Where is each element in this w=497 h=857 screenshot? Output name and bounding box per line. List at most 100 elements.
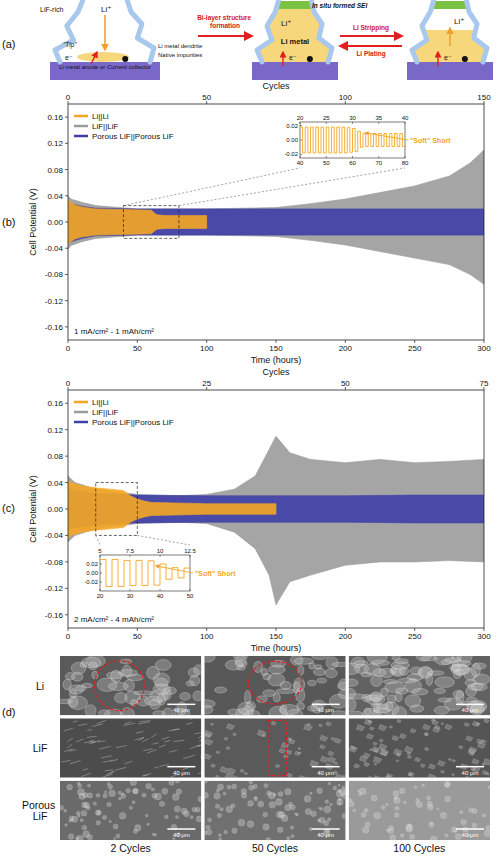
- sem-texture: [267, 791, 271, 795]
- sem-texture: [226, 724, 234, 730]
- sem-texture: [371, 675, 382, 686]
- sem-texture: [370, 749, 373, 751]
- sem-texture: [334, 738, 341, 743]
- legend-label: Porous LiF||Porous LiF: [92, 132, 174, 141]
- sem-texture: [368, 720, 372, 723]
- sem-texture: [232, 776, 241, 778]
- sem-texture: [64, 728, 73, 731]
- plot-frame: [68, 104, 484, 340]
- sem-texture: [386, 774, 393, 778]
- process-label: Bi-layer structure formation: [197, 14, 253, 29]
- chart: -0.16-0.12-0.08-0.040.000.040.080.120.16…: [28, 367, 491, 653]
- sem-texture: [183, 757, 190, 759]
- sem-texture: [304, 724, 313, 731]
- sem-texture: [361, 813, 366, 818]
- sem-texture: [111, 670, 122, 682]
- line: Li metal anode or Current collector: [59, 64, 151, 70]
- sem-texture: [235, 660, 247, 667]
- x-axis-title: Time (hours): [251, 355, 302, 365]
- sem-texture: [482, 763, 485, 765]
- sem-texture: [226, 773, 233, 778]
- highlight: [268, 720, 286, 775]
- sem-texture: [180, 693, 191, 701]
- inset-annotation: "Soft" Short: [410, 137, 451, 144]
- sem-texture: [87, 784, 90, 787]
- sem-texture: [382, 806, 386, 810]
- sem-texture: [102, 815, 106, 819]
- y-axis-title: Cell Potential (V): [28, 188, 38, 256]
- sem-texture: [103, 774, 112, 777]
- scale-bar: [167, 766, 195, 768]
- sem-texture: [339, 679, 346, 690]
- sem-texture: [391, 665, 405, 677]
- x-tick: [345, 628, 346, 631]
- sem-texture: [464, 722, 469, 726]
- sem-texture: [249, 785, 254, 790]
- legend-label: LiF||LiF: [92, 122, 118, 131]
- sem-texture: [379, 749, 388, 756]
- sem-texture: [80, 819, 83, 822]
- sem-background: [349, 656, 490, 715]
- sem-texture: [129, 806, 132, 809]
- sem-texture: [204, 830, 207, 835]
- ion-arrow: [104, 15, 106, 50]
- sem-image: [204, 781, 345, 840]
- legend-label: LiF||LiF: [92, 408, 118, 417]
- sem-texture: [218, 784, 224, 790]
- sem-texture: [69, 696, 88, 709]
- sem-texture: [135, 738, 144, 740]
- sem-texture: [89, 662, 98, 669]
- y-tick-label: -0.08: [45, 558, 64, 567]
- sem-texture: [275, 764, 280, 768]
- sem-texture: [152, 743, 158, 744]
- sem-texture: [130, 781, 137, 786]
- sem-texture: [434, 656, 453, 665]
- sem-texture: [472, 721, 479, 726]
- inset-x-tick-label: 30: [127, 593, 134, 599]
- plot-frame: [68, 390, 484, 628]
- inset-y-tick: [300, 154, 302, 155]
- inset-x-tick: [300, 156, 301, 158]
- sem-texture: [61, 760, 71, 762]
- inset-y-tick-label: -0.02: [84, 579, 98, 585]
- sem-texture: [224, 737, 228, 740]
- inset-y-tick: [300, 125, 302, 126]
- sem-texture: [472, 759, 479, 765]
- scale-bar: [312, 766, 340, 768]
- condition-label: 1 mA/cm² - 1 mAh/cm²: [74, 327, 154, 336]
- sem-texture: [73, 721, 77, 722]
- sem-background: [349, 781, 490, 840]
- y-tick-label: -0.08: [45, 270, 64, 279]
- sem-texture: [448, 758, 451, 760]
- sem-texture: [488, 786, 490, 789]
- sem-texture: [390, 835, 396, 840]
- inset-y-tick-label: 0.02: [86, 561, 98, 567]
- ion-arrow: [449, 28, 451, 46]
- sem-texture: [84, 802, 90, 808]
- inset-annotation: "Soft" Short: [195, 570, 236, 577]
- sem-texture: [333, 786, 337, 790]
- sem-texture: [220, 766, 228, 773]
- sei-cap: [434, 1, 467, 9]
- inset-x2-tick-label: 10: [157, 548, 164, 554]
- sem-texture: [266, 837, 271, 840]
- sem-texture: [445, 781, 451, 787]
- sem-image: [60, 781, 201, 840]
- inset-frame: [300, 122, 405, 158]
- sem-texture: [93, 802, 96, 805]
- y-tick-label: 0.12: [47, 139, 63, 148]
- inset-x-tick-label: 80: [402, 160, 409, 166]
- sem-texture: [223, 792, 226, 795]
- x-tick: [276, 340, 277, 343]
- sem-texture: [378, 724, 386, 730]
- ion-label: Li⁺: [281, 19, 291, 28]
- x2-tick-label: 150: [477, 93, 491, 102]
- sem-texture: [290, 805, 295, 810]
- sem-texture: [440, 812, 446, 818]
- sem-texture: [393, 791, 399, 797]
- tip-label: "Tip": [63, 41, 77, 49]
- impurity: [462, 56, 468, 62]
- x-tick: [484, 340, 485, 343]
- sem-texture: [122, 665, 131, 677]
- sem-texture: [244, 772, 247, 774]
